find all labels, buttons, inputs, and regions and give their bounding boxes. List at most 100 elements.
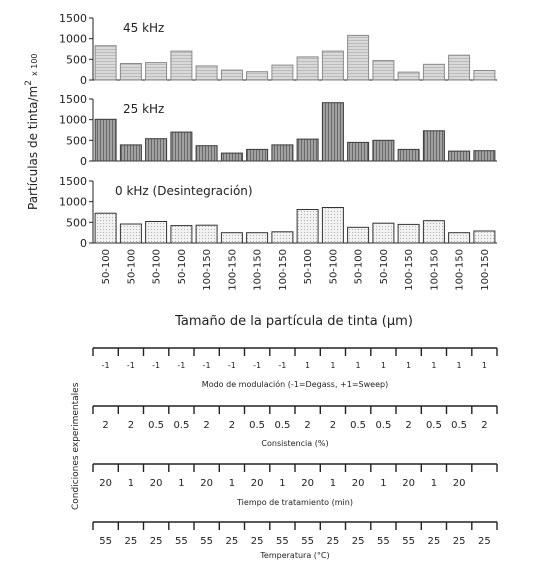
condition-value: 2 (481, 420, 487, 431)
condition-label: Temperatura (°C) (259, 551, 329, 560)
x-axis-label: Tamaño de la partícula de tinta (µm) (174, 314, 413, 329)
bar (170, 50, 193, 81)
panel-45khz: 0 500 1000 1500 45 kHz (59, 12, 497, 87)
x-tick-label: 50-100 (126, 249, 137, 284)
bar (422, 220, 445, 244)
x-tick-label: 50-100 (303, 249, 314, 284)
x-tick-label: 100-150 (480, 249, 491, 291)
x-tick-label: 100-150 (253, 249, 264, 291)
bar (372, 139, 395, 162)
bar (422, 63, 445, 81)
bar (271, 231, 294, 244)
condition-value: 20 (301, 478, 314, 489)
condition-value: 1 (431, 361, 436, 370)
bar (195, 224, 218, 244)
condition-value: 55 (301, 536, 314, 547)
bar (397, 223, 420, 244)
condition-value: 2 (128, 420, 134, 431)
condition-value: 0.5 (148, 420, 164, 431)
bar (220, 232, 243, 244)
y-tick-label: 0 (80, 74, 87, 87)
x-tick-label: 50-100 (354, 249, 365, 284)
bar (321, 207, 344, 244)
condition-value: 2 (304, 420, 310, 431)
condition-value: 0.5 (426, 420, 442, 431)
series-label: 25 kHz (123, 102, 164, 116)
panel-25khz: 0 500 1000 1500 25 kHz (59, 93, 497, 168)
condition-value: 2 (330, 420, 336, 431)
condition-value: 1 (305, 361, 310, 370)
bar (119, 223, 142, 244)
x-tick-label: 100-150 (278, 249, 289, 291)
condition-value: 1 (406, 361, 411, 370)
condition-value: -1 (228, 361, 236, 370)
condition-value: 1 (229, 478, 235, 489)
condition-value: -1 (253, 361, 261, 370)
x-tick-label: 50-100 (379, 249, 390, 284)
x-tick-label: 50-100 (328, 249, 339, 284)
condition-value: 20 (99, 478, 112, 489)
condition-value: 0.5 (350, 420, 366, 431)
condition-value: 2 (405, 420, 411, 431)
x-tick-label: 50-100 (101, 249, 112, 284)
bar (372, 60, 395, 81)
condition-value: 25 (428, 536, 441, 547)
condition-value: 25 (453, 536, 466, 547)
y-tick-label: 1000 (59, 33, 87, 46)
condition-value: 1 (457, 361, 462, 370)
condition-value: 1 (381, 361, 386, 370)
bar (422, 130, 445, 162)
bar (473, 230, 496, 244)
condition-value: 25 (226, 536, 239, 547)
y-tick-label: 0 (80, 155, 87, 168)
x-tick-label: 100-150 (429, 249, 440, 291)
condition-label: Modo de modulación (-1=Degass, +1=Sweep) (202, 379, 388, 389)
condition-value: 25 (352, 536, 365, 547)
x-tick-labels: 50-100 50-100 50-100 50-100 100-150 100-150 10… (101, 249, 491, 291)
condition-value: 1 (178, 478, 184, 489)
bar (145, 221, 168, 244)
bar (119, 144, 142, 162)
bar (347, 226, 370, 244)
condition-row: 20 1 20 1 20 1 20 1 20 1 20 1 20 1 20 Tiempo de tratami… (92, 463, 498, 507)
condition-value: 25 (478, 536, 491, 547)
bar (473, 150, 496, 162)
bar (448, 150, 471, 162)
y-axis-label: Partículas de tinta/m2x 100 (24, 53, 40, 210)
experimental-conditions: -1 -1 -1 -1 -1 -1 -1 -1 1 1 1 1 1 1 1 1 Modo de modulaci… (92, 347, 498, 560)
bar (372, 222, 395, 244)
bar (321, 102, 344, 162)
bar (397, 148, 420, 162)
condition-value: -1 (278, 361, 286, 370)
bar (271, 144, 294, 162)
condition-row: 55 25 25 55 55 25 25 55 55 25 25 55 55 25 25 25 Temperat… (92, 521, 498, 560)
condition-label: Consistencia (%) (261, 439, 328, 448)
y-tick-label: 500 (66, 216, 87, 229)
condition-value: 55 (402, 536, 415, 547)
condition-value: 0.5 (375, 420, 391, 431)
bar (94, 118, 117, 162)
x-tick-label: 100-150 (404, 249, 415, 291)
bar (296, 138, 319, 162)
condition-value: 20 (150, 478, 163, 489)
bar (296, 209, 319, 244)
bar (195, 65, 218, 81)
bar (271, 64, 294, 81)
condition-value: 1 (330, 478, 336, 489)
condition-value: 1 (330, 361, 335, 370)
series-label: 0 kHz (Desintegración) (115, 184, 253, 198)
condition-row: -1 -1 -1 -1 -1 -1 -1 -1 1 1 1 1 1 1 1 1 Modo de modulaci… (92, 347, 498, 389)
condition-value: 55 (276, 536, 289, 547)
condition-value: 55 (200, 536, 213, 547)
bar (195, 145, 218, 162)
bar (170, 131, 193, 162)
bar (145, 138, 168, 162)
condition-value: 0.5 (451, 420, 467, 431)
panel-0khz: 0 500 1000 1500 0 kHz (Desintegración) (59, 175, 497, 250)
bar (246, 71, 269, 81)
bar (220, 152, 243, 162)
bar (246, 148, 269, 162)
condition-value: 55 (175, 536, 188, 547)
y-tick-label: 1000 (59, 114, 87, 127)
